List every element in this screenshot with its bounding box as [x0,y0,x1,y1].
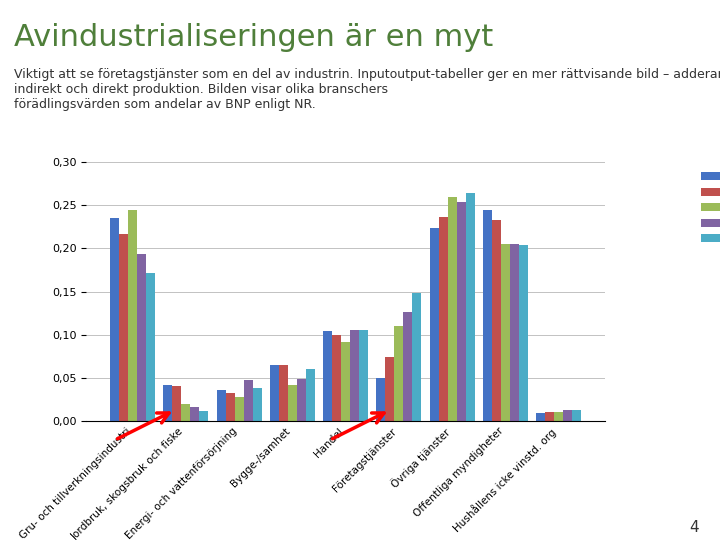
Bar [430,228,438,421]
Legend: 1980, 1990, 2000, 2010, 2017: 1980, 1990, 2000, 2010, 2017 [697,167,720,248]
Bar [492,220,501,421]
Bar [563,410,572,421]
Bar [350,330,359,421]
Bar [536,413,545,421]
Bar [385,357,395,421]
Bar [483,210,492,421]
Bar [253,388,261,421]
Bar [438,217,448,421]
Bar [235,397,243,421]
Bar [519,245,528,421]
Bar [119,234,128,421]
Bar [270,365,279,421]
Bar [332,335,341,421]
Bar [466,193,474,421]
Bar [243,380,253,421]
Bar [545,411,554,421]
Text: Viktigt att se företagstjänster som en del av industrin. Inputoutput-tabeller ge: Viktigt att se företagstjänster som en d… [14,68,720,111]
Bar [323,332,332,421]
Bar [359,330,368,421]
Bar [146,273,155,421]
Bar [501,244,510,421]
Bar [510,244,519,421]
Text: Avindustrialiseringen är en myt: Avindustrialiseringen är en myt [14,23,494,52]
Bar [413,293,421,421]
Bar [456,202,466,421]
Bar [403,312,413,421]
Bar [225,393,235,421]
Bar [279,365,288,421]
Bar [554,411,563,421]
Bar [163,385,172,421]
Bar [217,390,225,421]
Bar [448,197,456,421]
Bar [190,407,199,421]
Bar [110,218,119,421]
Bar [288,385,297,421]
Bar [395,326,403,421]
Bar [128,211,137,421]
Bar [172,386,181,421]
Bar [181,404,190,421]
Bar [377,378,385,421]
Bar [341,342,350,421]
Bar [306,369,315,421]
Bar [137,254,146,421]
Bar [199,411,208,421]
Bar [572,410,581,421]
Bar [297,379,306,421]
Text: 4: 4 [689,519,698,535]
